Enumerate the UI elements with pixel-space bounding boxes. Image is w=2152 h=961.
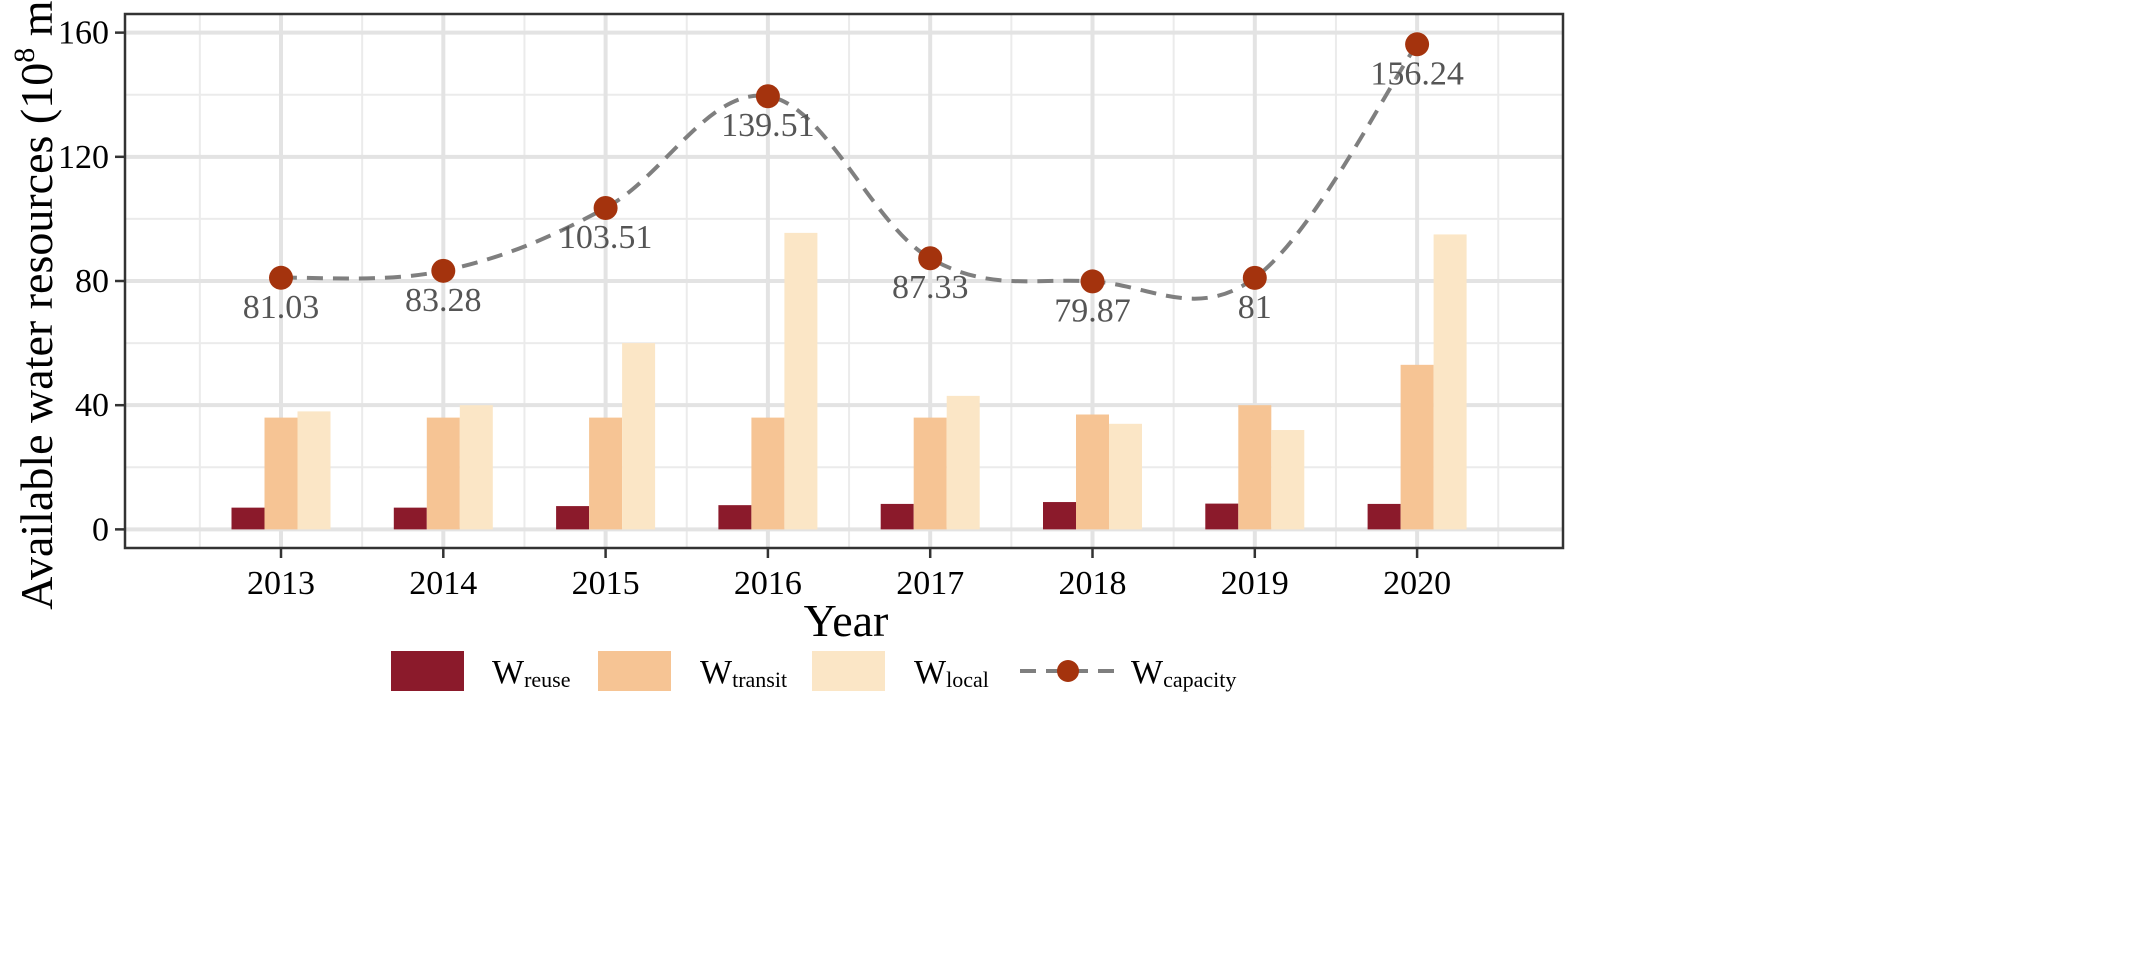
grid bbox=[125, 14, 1563, 548]
bar-transit-2017 bbox=[913, 417, 947, 530]
bar-local-2014 bbox=[459, 405, 493, 530]
legend-label-capacity: Wcapacity bbox=[1131, 654, 1236, 692]
y-tick-label: 120 bbox=[58, 139, 109, 176]
capacity-label-2019: 81 bbox=[1238, 289, 1272, 326]
data-labels: 81.03 83.28 103.51 139.51 87.33 79.87 81 156.24 bbox=[243, 55, 1464, 329]
capacity-point-2018 bbox=[1080, 269, 1105, 294]
x-tick-label-2020: 2020 bbox=[1383, 565, 1451, 602]
bar-local-2015 bbox=[622, 343, 656, 530]
bar-local-2016 bbox=[784, 232, 818, 530]
legend-label-transit: Wtransit bbox=[700, 654, 787, 692]
bar-local-2013 bbox=[297, 411, 331, 530]
y-tick-label: 80 bbox=[75, 263, 109, 300]
capacity-point-2014 bbox=[431, 258, 456, 283]
capacity-point-2019 bbox=[1242, 265, 1267, 290]
capacity-label-2014: 83.28 bbox=[405, 282, 482, 319]
bar-transit-2018 bbox=[1076, 414, 1109, 530]
capacity-point-2016 bbox=[755, 84, 780, 109]
capacity-point-2017 bbox=[918, 246, 943, 271]
y-axis: 0 40 80 120 160 bbox=[58, 15, 125, 548]
capacity-point-2013 bbox=[269, 265, 293, 290]
bars bbox=[231, 232, 1467, 530]
x-tick-label-2019: 2019 bbox=[1221, 565, 1289, 602]
bar-local-2020 bbox=[1433, 234, 1467, 530]
x-tick-label-2013: 2013 bbox=[247, 565, 315, 602]
capacity-label-2013: 81.03 bbox=[243, 289, 320, 326]
capacity-label-2018: 79.87 bbox=[1054, 292, 1131, 329]
x-axis-title: Year bbox=[804, 595, 889, 646]
y-tick-label: 160 bbox=[58, 15, 109, 52]
bar-transit-2016 bbox=[751, 417, 785, 530]
capacity-label-2016: 139.51 bbox=[721, 107, 815, 144]
bar-local-2019 bbox=[1271, 430, 1305, 530]
legend-label-reuse: Wreuse bbox=[492, 654, 571, 692]
capacity-point-2015 bbox=[593, 196, 618, 221]
legend-key-local bbox=[812, 651, 885, 691]
x-tick-label-2015: 2015 bbox=[572, 565, 640, 602]
y-tick-label: 40 bbox=[75, 387, 109, 424]
capacity-label-2015: 103.51 bbox=[559, 219, 653, 256]
x-tick-label-2018: 2018 bbox=[1059, 565, 1127, 602]
bar-local-2018 bbox=[1109, 423, 1142, 530]
bar-local-2017 bbox=[946, 395, 980, 530]
x-axis: 2013 2014 2015 2016 2017 2018 2019 2020 bbox=[247, 548, 1451, 602]
legend-key-reuse bbox=[391, 651, 464, 691]
bar-reuse-2018 bbox=[1043, 502, 1076, 530]
x-tick-label-2014: 2014 bbox=[409, 565, 477, 602]
y-axis-title: Available water resources (108 m3) bbox=[8, 0, 62, 610]
bar-transit-2019 bbox=[1238, 405, 1272, 530]
x-tick-label-2017: 2017 bbox=[896, 565, 964, 602]
capacity-label-2020: 156.24 bbox=[1370, 55, 1464, 92]
bar-reuse-2017 bbox=[880, 503, 914, 530]
bar-reuse-2015 bbox=[556, 506, 590, 530]
capacity-point-2020 bbox=[1405, 32, 1430, 57]
y-tick-label: 0 bbox=[92, 511, 109, 548]
capacity-points bbox=[269, 32, 1430, 294]
legend: Wreuse Wtransit Wlocal Wcapacity bbox=[391, 651, 1236, 692]
bar-reuse-2019 bbox=[1205, 503, 1239, 530]
legend-key-point-capacity bbox=[1057, 660, 1079, 682]
bar-reuse-2020 bbox=[1367, 503, 1401, 530]
legend-key-transit bbox=[598, 651, 671, 691]
bar-transit-2013 bbox=[264, 417, 298, 530]
bar-transit-2014 bbox=[426, 417, 460, 530]
bar-transit-2015 bbox=[589, 417, 623, 530]
x-tick-label-2016: 2016 bbox=[734, 565, 802, 602]
bar-transit-2020 bbox=[1400, 364, 1434, 530]
bar-reuse-2013 bbox=[231, 507, 265, 530]
bar-reuse-2014 bbox=[393, 507, 427, 530]
bar-reuse-2016 bbox=[718, 505, 752, 530]
capacity-label-2017: 87.33 bbox=[892, 269, 969, 306]
legend-label-local: Wlocal bbox=[914, 654, 989, 692]
